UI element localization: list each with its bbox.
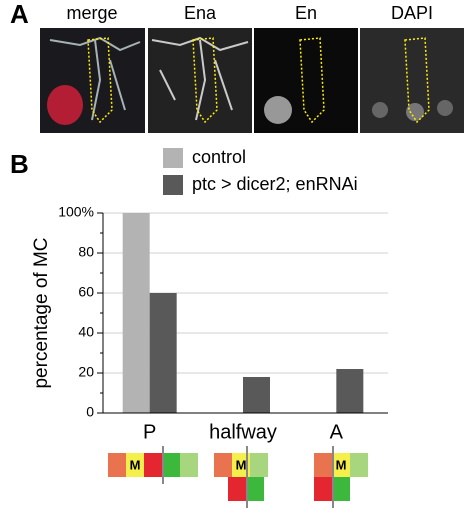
image-title: En: [295, 3, 317, 23]
bar: [149, 293, 177, 413]
bar: [336, 369, 364, 413]
schematic-label: M: [130, 457, 141, 472]
micrograph: [254, 28, 358, 133]
micrograph: [360, 28, 464, 133]
micrograph: [148, 28, 252, 133]
y-tick-label: 20: [78, 364, 94, 380]
schematic: M: [214, 446, 268, 508]
legend-label: control: [192, 147, 246, 167]
x-tick-label: halfway: [209, 421, 277, 443]
schematic: M: [314, 446, 368, 508]
image-title: DAPI: [391, 3, 433, 23]
y-tick-label: 40: [78, 324, 94, 340]
schematic-label: M: [336, 457, 347, 472]
y-axis-title: percentage of MC: [31, 237, 52, 388]
y-tick-label: 60: [78, 284, 94, 300]
legend-swatch: [163, 175, 183, 195]
bar: [122, 213, 150, 413]
y-tick-label: 0: [86, 404, 94, 420]
micrograph: [40, 28, 145, 133]
legend-label: ptc > dicer2; enRNAi: [192, 174, 358, 194]
x-tick-label: P: [143, 421, 156, 443]
y-tick-label: 80: [78, 244, 94, 260]
x-tick-label: A: [330, 421, 344, 443]
legend-swatch: [163, 148, 183, 168]
image-title: merge: [66, 3, 117, 23]
image-title: Ena: [184, 3, 217, 23]
schematic: M: [108, 446, 198, 484]
y-tick-label: 100%: [58, 204, 94, 220]
panel-label: B: [10, 149, 29, 179]
bar: [243, 377, 270, 413]
schematic-label: M: [236, 457, 247, 472]
panel-label: A: [10, 0, 29, 29]
